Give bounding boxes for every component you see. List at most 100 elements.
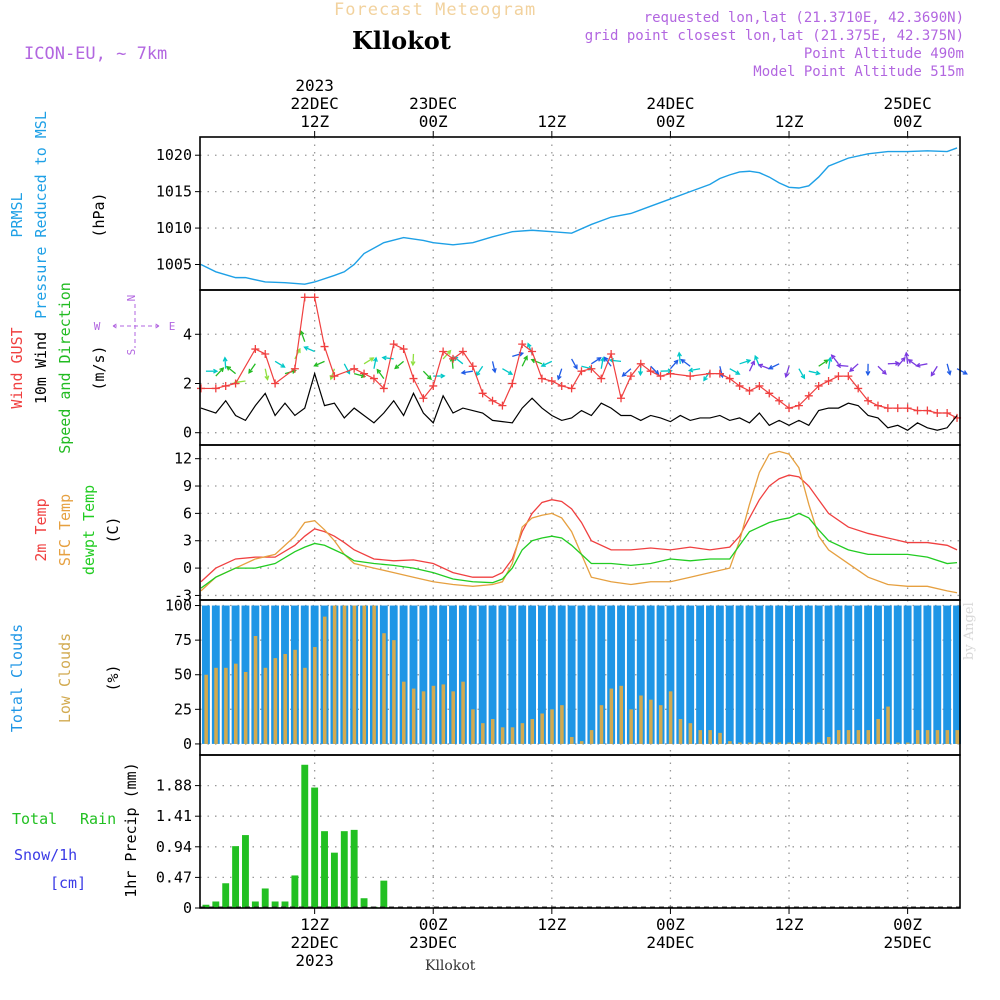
rain-bar <box>380 880 388 908</box>
low-clouds-bar <box>619 685 623 744</box>
rain-bar <box>340 831 348 908</box>
total-clouds-bar <box>755 605 764 744</box>
total-clouds-bar <box>893 605 902 744</box>
wind-direction-arrowhead <box>556 375 562 381</box>
wind-gust-marker <box>449 354 458 363</box>
low-clouds-bar <box>787 742 791 744</box>
wind-direction-arrowhead <box>225 365 232 371</box>
low-clouds-bar <box>767 742 772 744</box>
y-tick-label: 100 <box>165 597 192 615</box>
wind-gust-marker <box>656 372 665 381</box>
wind-gust-marker <box>923 406 932 415</box>
wind-direction-arrowhead <box>573 364 578 370</box>
low-clouds-bar <box>906 742 910 744</box>
wind-direction-arrow <box>363 357 374 365</box>
low-clouds-bar <box>540 713 544 744</box>
wind-direction-arrow <box>591 357 601 365</box>
label-sfc-temp: SFC Temp <box>56 494 74 566</box>
wind-gust-marker <box>196 384 205 393</box>
wind-gust-marker <box>745 386 754 395</box>
rain-bar <box>350 829 358 908</box>
low-clouds-bar <box>658 705 663 744</box>
wind-direction-arrow <box>849 363 859 372</box>
low-clouds-bar <box>224 667 228 744</box>
low-clouds-bar <box>945 730 950 744</box>
wind-direction-arrowhead <box>849 367 855 373</box>
wind-direction-arrow <box>905 352 909 364</box>
top-date-label: 24DEC <box>646 94 694 113</box>
wind-direction-arrowhead <box>410 361 416 367</box>
wind-direction-arrowhead <box>836 363 842 369</box>
wind-direction-arrowhead <box>930 371 936 377</box>
low-clouds-bar <box>263 667 268 744</box>
rain-bar <box>242 835 249 908</box>
low-clouds-bar <box>451 691 455 744</box>
total-clouds-bar <box>458 605 467 744</box>
total-clouds-bar <box>567 605 576 744</box>
total-clouds-bar <box>903 605 912 744</box>
wind-gust-marker <box>854 384 863 393</box>
wind-gust-marker <box>221 381 230 390</box>
label-total: Total <box>12 810 57 828</box>
y-tick-label: 1.88 <box>156 777 192 795</box>
compass-cross-icon <box>112 304 160 348</box>
wind-gust-marker <box>577 367 586 376</box>
total-clouds-bar <box>854 605 863 744</box>
wind-direction-arrow <box>669 360 679 370</box>
low-clouds-bar <box>570 737 574 744</box>
low-clouds-bar <box>234 663 238 744</box>
wind-gust-marker <box>646 367 655 376</box>
model-name: ICON-EU, ~ 7km <box>24 44 168 64</box>
wind-direction-arrowhead <box>904 351 910 357</box>
wind-gust-marker <box>626 372 635 381</box>
low-clouds-bar <box>362 605 367 744</box>
total-clouds-bar <box>725 605 734 744</box>
wind-direction-arrow <box>739 359 751 365</box>
bottom-date-label: 24DEC <box>646 933 694 952</box>
low-clouds-bar <box>747 742 752 744</box>
wind-direction-arrowhead <box>757 363 764 369</box>
low-clouds-bar <box>846 730 851 744</box>
wind-gust-marker <box>409 374 418 383</box>
total-clouds-bar <box>923 605 932 744</box>
wind-direction-arrow <box>837 364 849 367</box>
point-altitude: Point Altitude 490m <box>803 46 964 62</box>
y-tick-label: 1015 <box>156 183 192 201</box>
y-tick-label: 25 <box>174 700 192 718</box>
wind-gust-marker <box>439 347 448 356</box>
wind-direction-arrowhead <box>376 368 382 374</box>
total-clouds-bar <box>587 605 596 744</box>
low-clouds-bar <box>253 635 258 744</box>
wind-gust-marker <box>804 391 813 400</box>
wind-gust-marker <box>488 396 497 405</box>
low-clouds-bar <box>629 709 633 744</box>
wind-direction-arrowhead <box>426 375 432 381</box>
wind-direction-arrow <box>354 373 365 378</box>
low-clouds-bar <box>214 667 218 744</box>
wind-gust-marker <box>537 374 546 383</box>
rain-bar <box>360 898 368 908</box>
wind-gust-marker <box>261 349 270 358</box>
temp-2m-line <box>200 474 958 583</box>
wind-direction-arrowhead <box>768 364 774 370</box>
top-date-label: 23DEC <box>409 94 457 113</box>
bottom-date-label: 22DEC <box>291 933 339 952</box>
bottom-time-label: 00Z <box>656 915 685 934</box>
total-clouds-bar <box>399 605 408 744</box>
wind-gust-marker <box>943 409 952 418</box>
wind-direction-arrowhead <box>299 330 305 336</box>
low-clouds-bar <box>935 730 940 744</box>
wind-direction-arrowhead <box>603 356 609 362</box>
low-clouds-bar <box>273 658 278 744</box>
wind-direction-arrowhead <box>687 367 694 373</box>
y-tick-label: 50 <box>174 666 192 684</box>
rain-bar <box>330 852 338 908</box>
total-clouds-bar <box>953 605 961 744</box>
total-clouds-bar <box>547 605 556 744</box>
rain-bar <box>222 883 230 908</box>
total-clouds-bar <box>468 605 477 744</box>
wind-direction-arrow <box>453 356 464 365</box>
wind-direction-arrowhead <box>800 374 806 380</box>
wind-direction-arrow <box>314 360 325 367</box>
wind-gust-marker <box>379 384 388 393</box>
